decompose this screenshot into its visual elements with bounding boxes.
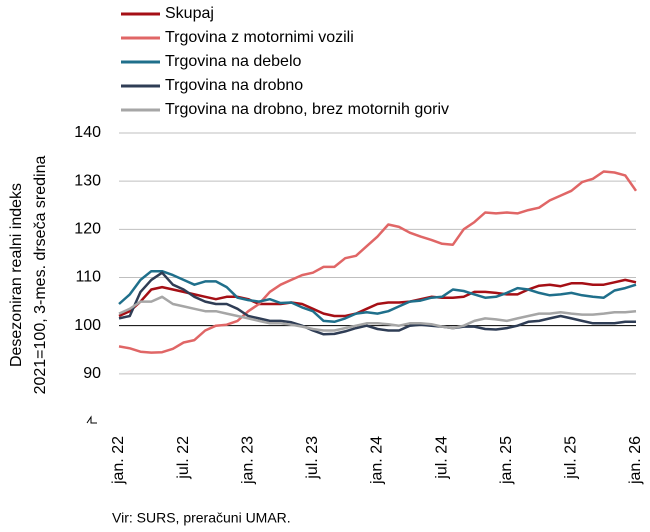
x-tick-label: jul. 22 (175, 436, 192, 480)
legend-label: Trgovina na drobno, brez motornih goriv (165, 101, 449, 118)
series-line (118, 278, 637, 318)
axis-break (86, 415, 97, 424)
y-tick-label: 110 (75, 269, 101, 286)
series-line (118, 170, 638, 354)
legend-label: Skupaj (165, 5, 214, 22)
x-tick-label: jan. 23 (239, 436, 256, 485)
y-tick-label: 130 (74, 172, 101, 189)
y-tick-label: 100 (74, 317, 101, 334)
series-line (118, 295, 637, 332)
x-tick-label: jul. 23 (304, 436, 321, 480)
y-tick-label: 90 (83, 365, 101, 382)
y-tick-label: 120 (74, 221, 101, 238)
x-tick-label: jul. 25 (563, 436, 580, 480)
y-axis-title: 2021=100, 3-mes. drseča sredina (32, 155, 49, 394)
x-tick-label: jan. 22 (110, 436, 127, 485)
series-line (118, 269, 637, 324)
legend-label: Trgovina na debelo (165, 53, 301, 70)
y-axis-title: Desezoniran realni indeks (8, 183, 25, 367)
series-line (118, 271, 636, 336)
x-tick-label: jan. 24 (369, 436, 386, 485)
y-tick-label: 140 (74, 124, 101, 141)
x-tick-label: jan. 26 (627, 436, 644, 485)
legend-label: Trgovina z motornimi vozili (165, 29, 354, 46)
legend-label: Trgovina na drobno (165, 77, 303, 94)
source-note: Vir: SURS, preračuni UMAR. (112, 510, 291, 526)
x-tick-label: jan. 25 (498, 436, 515, 485)
x-tick-label: jul. 24 (433, 436, 450, 480)
